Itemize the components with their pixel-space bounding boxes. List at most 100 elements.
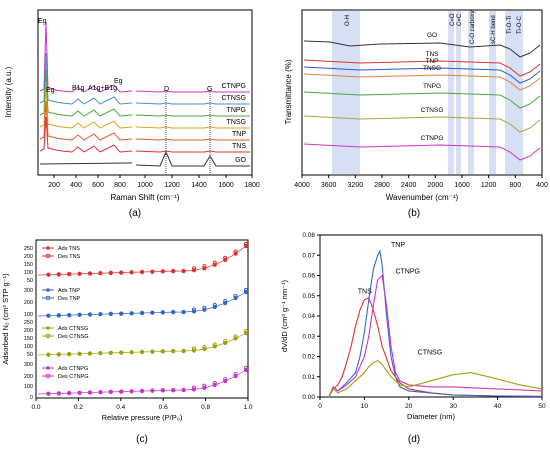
panel-a-curve-left	[39, 52, 133, 105]
panel-d-caption: (d)	[408, 434, 420, 445]
panel-a-xtick-label: 1600	[218, 182, 234, 189]
panel-b-curve	[303, 143, 541, 161]
panel-c-isotherm-line	[37, 369, 247, 395]
peak-label-g: G	[207, 86, 212, 93]
panel-a-curve-right	[135, 102, 250, 105]
panel-d-ylabel: dV/dD (cm³ g⁻¹ nm⁻¹)	[280, 279, 289, 352]
panel-b-curves	[303, 40, 541, 161]
panel-c-ytick-labels: 250 200 150 100 50 300 200 100 250 200 150 100 50 300…	[24, 246, 33, 401]
panel-c-xtick-label: 0.8	[201, 404, 210, 411]
panel-c-des-point	[243, 365, 249, 371]
panel-a-curve-right	[135, 126, 250, 129]
panel-b-xtick-label: 4000	[294, 182, 310, 189]
panel-a-xtick-label: 1800	[244, 182, 260, 189]
panel-c-ytick-label: 250	[24, 320, 33, 326]
panel-c-des-point	[223, 338, 228, 344]
panel-c-des-point	[212, 260, 217, 265]
panel-a-curve-left	[39, 162, 133, 165]
panel-a-curve-right	[135, 90, 250, 93]
panel-a-series-label: TNS	[232, 143, 246, 150]
panel-b-caption: (b)	[408, 208, 420, 219]
panel-b-series-label: TNS	[426, 51, 440, 58]
panel-c-des-point	[202, 305, 207, 310]
panel-b-ftir: O-H C=O C=C C-O carboxyl sC-H bend Ti-O-…	[284, 9, 548, 219]
panel-c-des-point	[223, 299, 228, 304]
band-label-ch-bend: sC-H bend	[491, 15, 497, 44]
band-label-tioc: Ti-O-C	[517, 16, 523, 34]
panel-c-des-point	[212, 342, 217, 347]
panel-c-des-point	[202, 264, 207, 269]
panel-c-legend-des: Des TNP	[58, 296, 81, 302]
panel-b-xtick-label: 2800	[374, 182, 390, 189]
band-label-co-carboxyl: C-O carboxyl	[470, 9, 476, 44]
panel-c-legend-marker-des	[45, 253, 51, 259]
panel-a-series-labels: CTNPG CTNSG TNPG TNSG TNP TNS GO	[222, 83, 247, 164]
band-co	[448, 11, 454, 174]
panel-c-des-point	[223, 255, 228, 260]
panel-a-xtick-label: 600	[92, 182, 104, 189]
band-tio	[505, 11, 523, 174]
panel-b-series-label: TNP	[426, 58, 439, 65]
panel-c-isotherm-line	[37, 291, 247, 317]
peak-label-d: D	[164, 86, 169, 93]
panel-b-xtick-label: 2400	[401, 182, 417, 189]
panel-c-des-point	[212, 302, 217, 308]
panel-a-xtick-label: 1200	[164, 182, 180, 189]
panel-a-series-label: TNSG	[227, 119, 246, 126]
panel-c-ytick-label: 100	[24, 270, 33, 276]
panel-d-frame	[319, 234, 543, 398]
panel-c-legend-des: Des TNS	[58, 254, 81, 260]
panel-c-xticks: 0.0 0.2 0.4 0.6 0.8 1.0	[31, 398, 253, 411]
panel-d-xtick-label: 40	[494, 403, 502, 410]
panel-a-curve-left	[39, 84, 133, 129]
panel-c-ytick-label: 50	[27, 278, 33, 284]
panel-b-xtick-label: 400	[536, 182, 548, 189]
panel-b-xtick-label: 1200	[481, 182, 497, 189]
panel-c-legend-des: Des CTNSG	[58, 334, 89, 340]
panel-d-curve	[328, 249, 543, 398]
panel-c-ytick-label: 50	[27, 352, 33, 358]
panel-c-ytick-label: 100	[24, 312, 33, 318]
panel-b-series-label: TNSG	[423, 65, 441, 72]
panel-a-series-label: TNP	[232, 131, 246, 138]
peak-label-eg-3: Eg	[114, 78, 123, 85]
panel-c-des-point	[212, 380, 217, 386]
panel-a-series-label: CTNPG	[222, 83, 247, 90]
panel-c-legend-marker-ads	[46, 288, 50, 292]
panel-b-curve	[303, 66, 541, 84]
panel-d-ytick-label: 0.08	[302, 232, 315, 239]
panel-a-series-label: TNPG	[227, 107, 246, 114]
panel-d-xtick-label: 0	[318, 403, 322, 410]
panel-c-des-point	[191, 307, 197, 312]
panel-a-curve-right	[135, 150, 250, 167]
panel-d-series-label: CTNSG	[418, 349, 443, 356]
panel-d-xlabel: Diameter (nm)	[407, 412, 455, 421]
panel-c-ytick-label: 200	[24, 300, 33, 306]
panel-c-des-point	[191, 346, 197, 351]
peak-label-a1g-b1g: A1g+B1g	[88, 85, 117, 92]
panel-a-curve-left	[39, 100, 133, 141]
panel-c-legend-marker-des	[45, 373, 51, 379]
panel-c-legends: Ads TNS Des TNS Ads TNP Des TNP Ads CTNSG Des…	[42, 246, 89, 380]
panel-b-xtick-label: 2000	[428, 182, 444, 189]
panel-c-des-point	[202, 344, 207, 350]
panel-d-xticks: 0 10 20 30 40 50	[318, 397, 546, 410]
panel-c-ytick-label: 250	[24, 246, 33, 252]
panel-b-series-label: TNPG	[423, 83, 441, 90]
panel-d-xtick-label: 10	[361, 403, 369, 410]
panel-c-ytick-label: 0	[30, 395, 33, 401]
panel-d-yticks: 0.00 0.01 0.02 0.03 0.04 0.05 0.06 0.07 0.08	[302, 232, 320, 401]
panel-c-legend-marker-ads	[46, 326, 50, 330]
panel-b-curve	[303, 115, 541, 133]
panel-d-ytick-label: 0.05	[302, 293, 315, 300]
panel-c-des-point	[243, 328, 249, 334]
panel-c-des-point	[223, 377, 228, 382]
panel-c-frame	[35, 239, 249, 399]
panel-a-peak-labels: Eg Eg B1g A1g+B1g Eg D G	[38, 18, 212, 94]
peak-label-eg-2: Eg	[46, 87, 55, 94]
panel-a-curve-left	[39, 21, 133, 93]
panel-c-legend-marker-ads	[46, 366, 50, 370]
panel-c-isotherm-line	[37, 332, 247, 356]
panel-d-ytick-label: 0.07	[302, 252, 315, 259]
